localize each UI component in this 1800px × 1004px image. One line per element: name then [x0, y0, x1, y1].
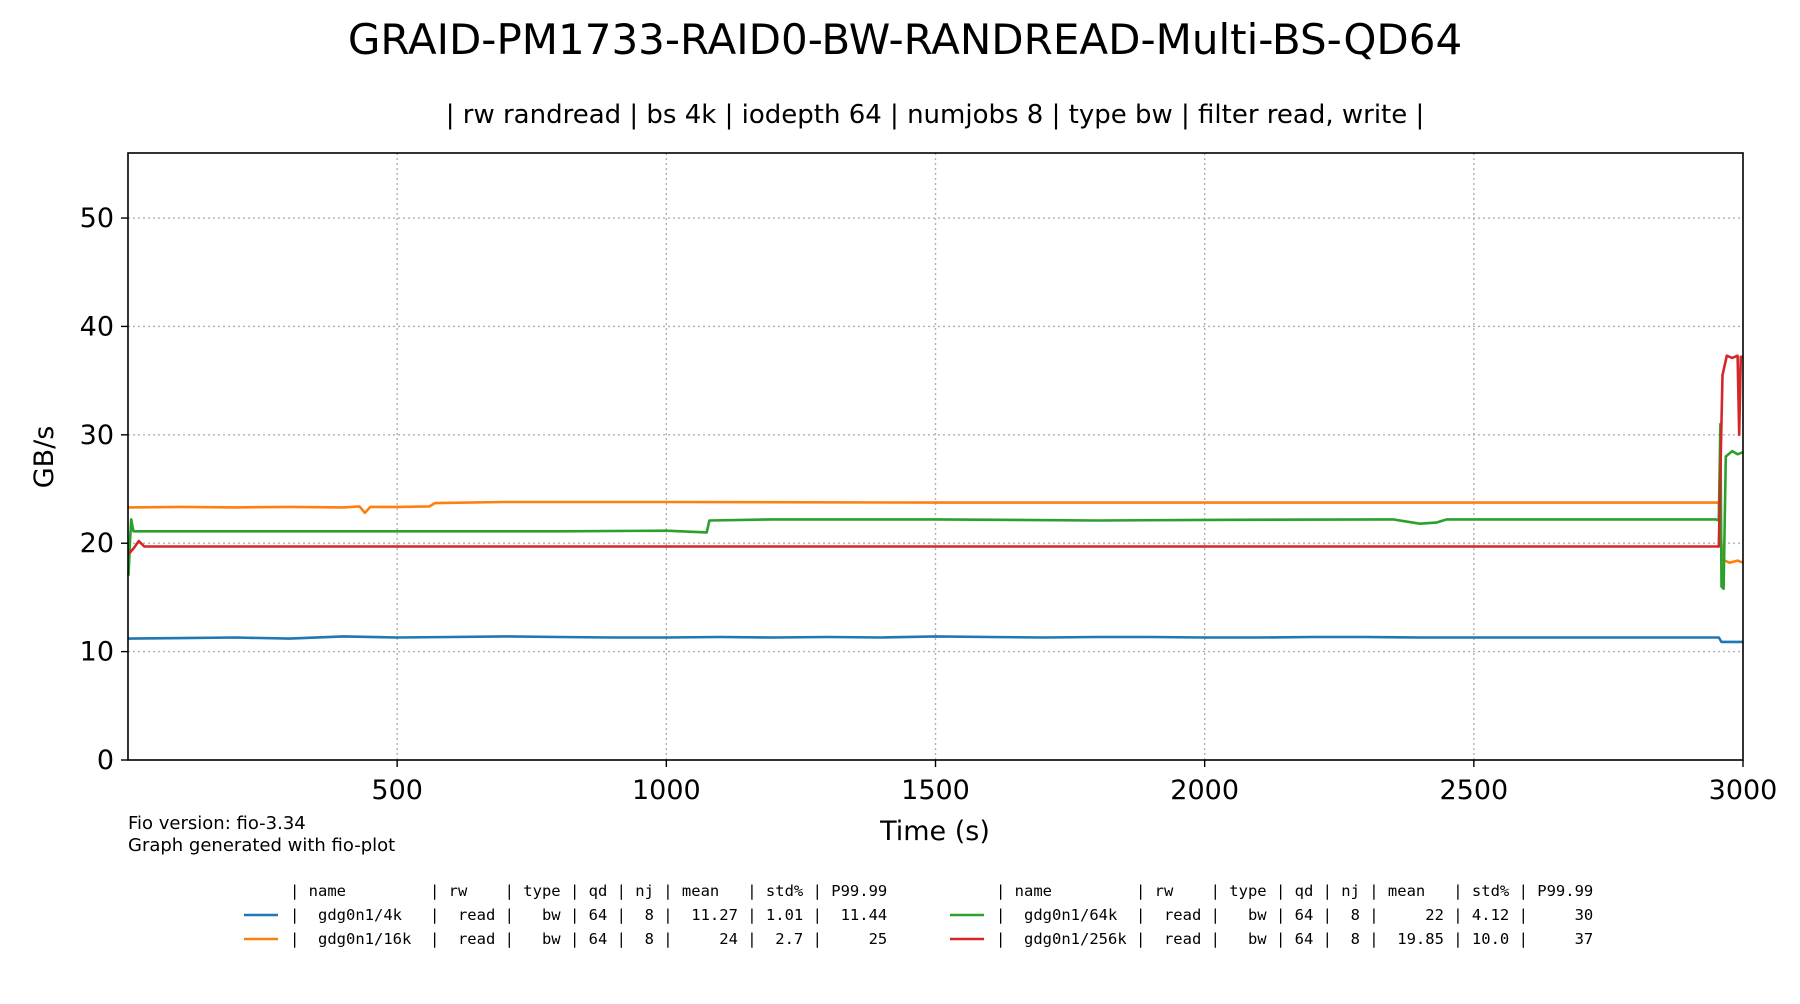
series-line-3	[127, 354, 1743, 555]
y-tick-label-4: 40	[80, 311, 114, 342]
generator-note: Graph generated with fio-plot	[128, 835, 396, 856]
legend-table: | name | rw | type | qd | nj | mean | st…	[244, 882, 1593, 948]
x-tick-label-5: 3000	[1709, 775, 1778, 806]
x-tick-label-3: 2000	[1170, 775, 1239, 806]
legend-row-2: | gdg0n1/64k | read | bw | 64 | 8 | 22 |…	[996, 906, 1593, 924]
x-tick-label-0: 500	[371, 775, 423, 806]
legend-row-3: | gdg0n1/256k | read | bw | 64 | 8 | 19.…	[996, 930, 1593, 948]
axis-ticks: 500 1000 1500 2000 2500 3000 0 10 20 30 40 50	[80, 203, 1778, 806]
series-line-0	[128, 635, 1743, 644]
chart-subtitle: | rw randread | bs 4k | iodepth 64 | num…	[446, 100, 1425, 130]
x-tick-label-4: 2500	[1439, 775, 1508, 806]
y-tick-label-3: 30	[80, 420, 114, 451]
chart-title: GRAID-PM1733-RAID0-BW-RANDREAD-Multi-BS-…	[348, 15, 1462, 64]
legend-header-1: | name | rw | type | qd | nj | mean | st…	[996, 882, 1593, 900]
y-axis-label: GB/s	[29, 426, 60, 489]
fio-version-note: Fio version: fio-3.34	[128, 813, 306, 834]
legend-header-0: | name | rw | type | qd | nj | mean | st…	[290, 882, 887, 900]
y-tick-label-5: 50	[80, 203, 114, 234]
grid-lines	[128, 153, 1743, 760]
legend-row-0: | gdg0n1/4k | read | bw | 64 | 8 | 11.27…	[290, 906, 887, 924]
y-tick-label-1: 10	[80, 637, 114, 668]
y-tick-label-2: 20	[80, 528, 114, 559]
legend-row-1: | gdg0n1/16k | read | bw | 64 | 8 | 24 |…	[290, 930, 887, 948]
series-line-2	[127, 422, 1744, 590]
series-lines	[127, 354, 1744, 644]
x-tick-label-1: 1000	[632, 775, 701, 806]
y-tick-label-0: 0	[97, 745, 114, 776]
x-tick-label-2: 1500	[901, 775, 970, 806]
x-axis-label: Time (s)	[879, 816, 990, 847]
